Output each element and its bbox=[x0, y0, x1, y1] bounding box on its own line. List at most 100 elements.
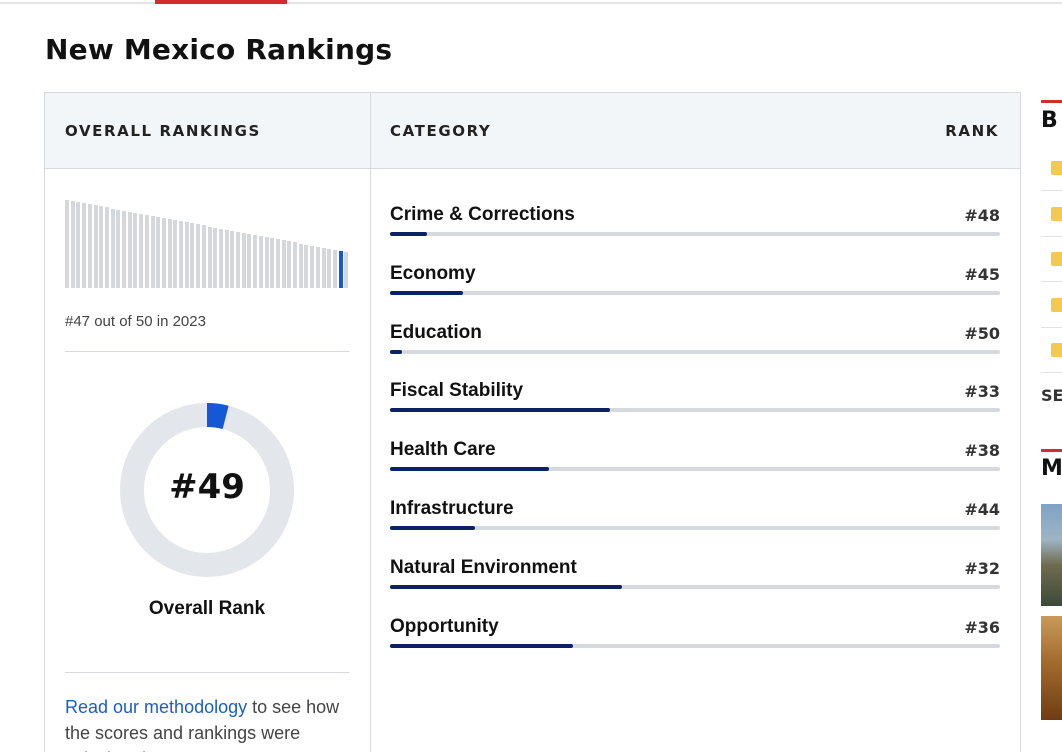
category-row[interactable]: Opportunity #36 bbox=[390, 616, 1000, 666]
category-rank-track bbox=[390, 408, 1000, 413]
methodology-note: Read our methodology to see how the scor… bbox=[65, 694, 350, 752]
rank-history-bar bbox=[161, 218, 166, 288]
category-rank-track bbox=[390, 584, 1000, 589]
category-rank: #38 bbox=[964, 441, 1000, 461]
rank-history-bar bbox=[213, 227, 218, 288]
rank-history-bar bbox=[65, 200, 69, 288]
category-name[interactable]: Natural Environment bbox=[390, 556, 577, 578]
category-rank: #48 bbox=[964, 206, 1000, 225]
rank-history-bar bbox=[218, 228, 223, 288]
category-name[interactable]: Crime & Corrections bbox=[390, 204, 575, 225]
rank-history-bar bbox=[236, 231, 240, 288]
sidebar-item[interactable] bbox=[1041, 191, 1062, 237]
sidebar-item[interactable] bbox=[1041, 236, 1062, 282]
category-name[interactable]: Economy bbox=[390, 262, 476, 284]
rank-history-bar bbox=[338, 250, 343, 288]
sidebar-thumbnail-photo[interactable] bbox=[1041, 616, 1062, 720]
rank-history-bar bbox=[87, 204, 92, 288]
rank-history-bar bbox=[275, 239, 280, 288]
rank-history-bar bbox=[184, 222, 189, 288]
category-rank-track bbox=[390, 643, 1000, 648]
category-rank-track bbox=[390, 290, 1000, 295]
category-rank: #33 bbox=[964, 382, 1000, 402]
rank-history-bar bbox=[190, 223, 195, 288]
rank-history-bar bbox=[93, 205, 98, 288]
category-header: CATEGORY bbox=[390, 122, 492, 140]
category-name[interactable]: Fiscal Stability bbox=[390, 380, 524, 402]
category-rank-track bbox=[390, 349, 1000, 354]
rank-history-bar bbox=[99, 206, 104, 288]
rank-history-bar bbox=[196, 224, 201, 288]
rank-history-bar bbox=[224, 229, 229, 288]
folder-icon bbox=[1051, 161, 1062, 175]
rank-history-bar bbox=[139, 213, 144, 288]
category-rank-bar bbox=[390, 467, 549, 472]
rank-history-bar bbox=[167, 219, 172, 288]
rank-history-bar bbox=[327, 248, 332, 288]
sidebar-section-title: B bbox=[1041, 108, 1058, 133]
sidebar-item[interactable] bbox=[1041, 282, 1062, 328]
sidebar-thumbnail-landscape[interactable] bbox=[1041, 504, 1062, 606]
rank-history-bar bbox=[287, 241, 292, 288]
rank-history-bar bbox=[293, 242, 297, 288]
category-rank-bar bbox=[390, 408, 610, 413]
rank-header: RANK bbox=[945, 122, 999, 140]
rank-history-bar bbox=[144, 214, 149, 288]
category-row[interactable]: Natural Environment #32 bbox=[390, 557, 1000, 607]
rank-history-bar bbox=[122, 210, 126, 288]
methodology-link[interactable]: Read our methodology bbox=[65, 697, 248, 717]
overall-rank-summary: #47 out of 50 in 2023 bbox=[65, 313, 206, 330]
rank-history-bar bbox=[298, 243, 303, 288]
sidebar-see-more-link[interactable]: SE bbox=[1041, 386, 1062, 405]
overall-rank-label: Overall Rank bbox=[148, 598, 266, 619]
category-rank-track bbox=[390, 526, 1000, 530]
divider bbox=[65, 351, 349, 352]
donut-arc bbox=[120, 403, 294, 577]
category-rank-bar bbox=[390, 526, 476, 530]
rank-history-bar bbox=[76, 202, 81, 288]
rank-history-bar bbox=[321, 247, 326, 288]
category-rank: #44 bbox=[964, 500, 1000, 519]
rank-history-bar bbox=[110, 208, 115, 288]
rank-history-bar bbox=[127, 211, 132, 288]
folder-icon bbox=[1051, 206, 1062, 221]
sidebar-accent bbox=[1041, 449, 1062, 452]
category-name[interactable]: Education bbox=[390, 321, 482, 343]
overall-rank-value: #49 bbox=[169, 467, 245, 507]
table-header: OVERALL RANKINGS CATEGORY RANK bbox=[45, 93, 1020, 169]
category-row[interactable]: Crime & Corrections #48 bbox=[390, 204, 1000, 254]
sidebar-item[interactable] bbox=[1041, 327, 1062, 373]
top-border bbox=[0, 2, 1062, 4]
rank-history-bar bbox=[264, 237, 269, 288]
category-rank: #36 bbox=[964, 617, 1000, 637]
category-row[interactable]: Health Care #38 bbox=[390, 439, 1000, 489]
sidebar-section-title-2: M bbox=[1041, 456, 1062, 481]
category-name[interactable]: Health Care bbox=[390, 439, 496, 461]
category-row[interactable]: Fiscal Stability #33 bbox=[390, 380, 1000, 430]
category-rank-bar bbox=[390, 290, 464, 295]
folder-icon bbox=[1051, 343, 1062, 357]
category-rank-bar bbox=[390, 232, 427, 236]
folder-icon bbox=[1051, 297, 1062, 312]
rank-history-bar bbox=[179, 221, 183, 288]
category-row[interactable]: Economy #45 bbox=[390, 263, 1000, 313]
rank-history-bar bbox=[310, 245, 315, 288]
rank-history-bar bbox=[304, 244, 309, 288]
rank-history-bar bbox=[70, 201, 75, 288]
category-rank-track bbox=[390, 232, 1000, 236]
rank-history-bar bbox=[156, 216, 161, 288]
rank-history-bar bbox=[258, 236, 263, 288]
rank-history-bar bbox=[270, 238, 275, 288]
category-row[interactable]: Infrastructure #44 bbox=[390, 498, 1000, 548]
overall-rank-donut bbox=[120, 403, 294, 577]
category-name[interactable]: Opportunity bbox=[390, 615, 499, 637]
category-row[interactable]: Education #50 bbox=[390, 322, 1000, 372]
folder-icon bbox=[1051, 252, 1062, 266]
rank-history-bar bbox=[281, 240, 286, 288]
rankings-table: OVERALL RANKINGS CATEGORY RANK #47 out o… bbox=[44, 92, 1021, 752]
rank-history-bar bbox=[201, 225, 206, 288]
category-name[interactable]: Infrastructure bbox=[390, 498, 514, 519]
sidebar-item[interactable] bbox=[1041, 145, 1062, 191]
rank-history-bar bbox=[82, 203, 87, 288]
category-rank-bar bbox=[390, 584, 622, 589]
